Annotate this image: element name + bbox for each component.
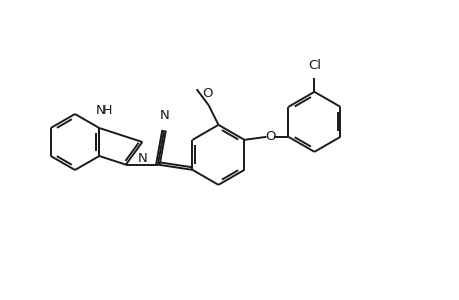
Text: O: O: [265, 130, 275, 143]
Text: N: N: [160, 109, 169, 122]
Text: O: O: [202, 87, 213, 100]
Text: Cl: Cl: [307, 59, 320, 72]
Text: N: N: [137, 152, 147, 165]
Text: H: H: [102, 104, 112, 117]
Text: N: N: [95, 104, 105, 117]
